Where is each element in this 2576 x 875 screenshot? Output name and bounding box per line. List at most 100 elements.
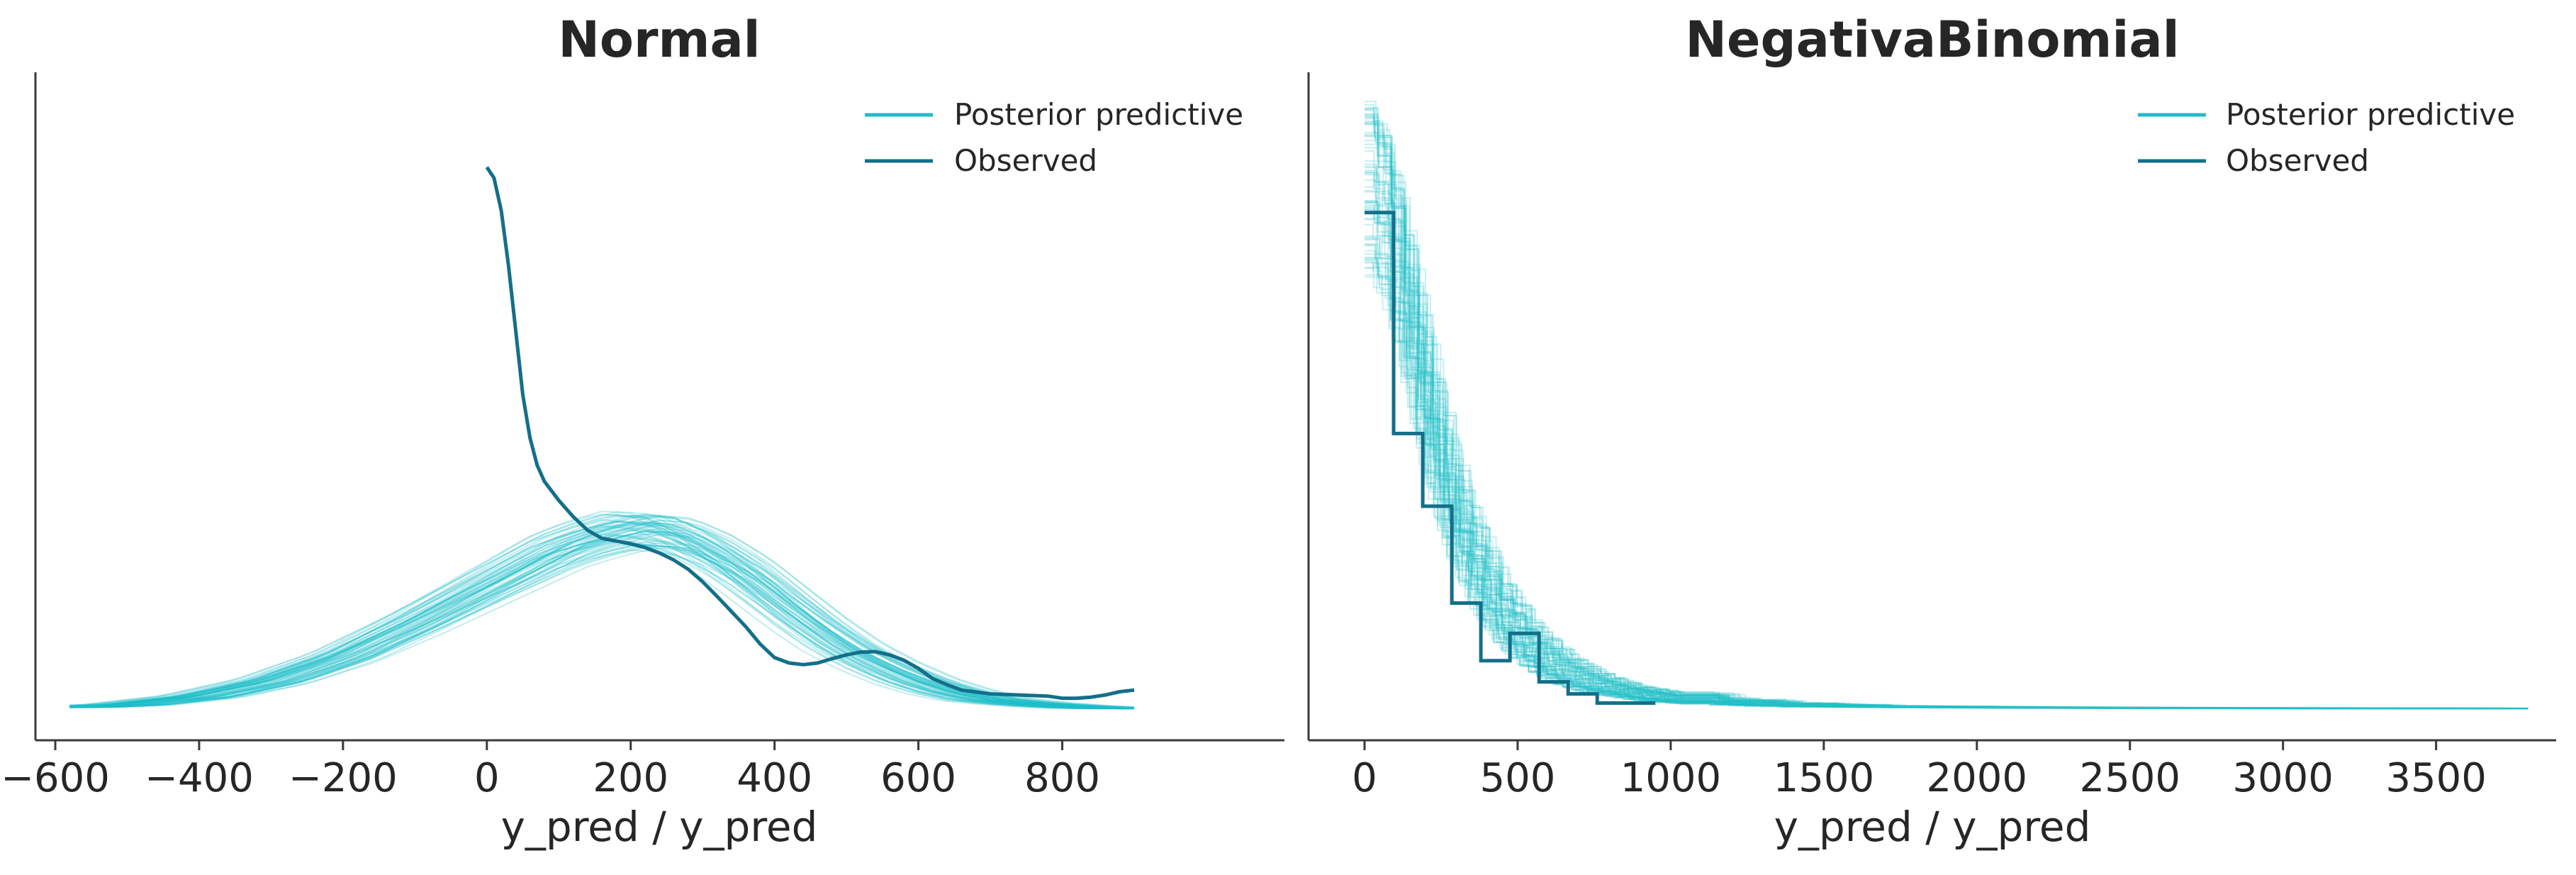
posterior-step	[1365, 200, 2529, 710]
posterior-step	[1365, 135, 2529, 710]
posterior-step	[1365, 115, 2529, 709]
posterior-steps-negativabinomial	[1365, 101, 2529, 710]
posterior-step	[1365, 218, 2529, 710]
posterior-step	[1365, 108, 2529, 709]
x-tick-label-negativabinomial: 3000	[2232, 755, 2334, 801]
posterior-step	[1365, 104, 2529, 710]
posterior-step	[1365, 122, 2529, 710]
posterior-step	[1365, 118, 2529, 710]
legend-label-observed-negativabinomial: Observed	[2226, 143, 2369, 178]
observed-curve	[485, 166, 1135, 701]
posterior-curve	[69, 529, 1135, 710]
legend-label-observed-normal: Observed	[954, 143, 1097, 178]
posterior-step	[1365, 267, 2529, 710]
posterior-curve	[69, 514, 1134, 710]
posterior-curve	[69, 524, 1135, 709]
posterior-step	[1365, 135, 2529, 710]
posterior-curve	[69, 537, 1135, 709]
posterior-step	[1365, 133, 2529, 710]
posterior-step	[1365, 237, 2529, 710]
posterior-step	[1365, 108, 2529, 710]
posterior-step	[1365, 238, 2529, 710]
posterior-curve	[69, 520, 1135, 709]
posterior-step	[1365, 107, 2529, 710]
posterior-step	[1365, 171, 2529, 709]
posterior-step	[1365, 267, 2529, 710]
posterior-curve	[69, 544, 1134, 710]
posterior-step	[1365, 218, 2529, 710]
posterior-curve	[69, 513, 1134, 710]
posterior-curve	[69, 524, 1134, 710]
posterior-step	[1365, 107, 2529, 710]
x-tick-label-normal: −200	[289, 755, 398, 801]
posterior-step	[1365, 123, 2529, 709]
posterior-step	[1365, 186, 2529, 710]
posterior-step	[1365, 200, 2529, 710]
x-ticks-negativabinomial: 0 500 1000 1500 2000 2500 3000 3500	[1352, 740, 2487, 801]
posterior-step	[1365, 116, 2529, 710]
posterior-step	[1365, 140, 2529, 710]
posterior-step	[1365, 165, 2529, 710]
posterior-curve	[69, 533, 1135, 710]
posterior-step	[1365, 121, 2529, 710]
posterior-step	[1365, 244, 2529, 710]
posterior-curve	[69, 540, 1134, 710]
posterior-step	[1365, 239, 2529, 710]
posterior-step	[1365, 250, 2529, 710]
x-axis-label-normal: y_pred / y_pred	[501, 803, 818, 851]
x-tick-label-normal: −400	[145, 755, 254, 801]
x-tick-label-negativabinomial: 0	[1352, 755, 1377, 801]
posterior-curve	[69, 523, 1135, 710]
posterior-curve	[69, 533, 1135, 708]
posterior-curve	[69, 513, 1134, 710]
posterior-step	[1365, 201, 2529, 710]
posterior-step	[1365, 235, 2529, 710]
posterior-step	[1365, 172, 2529, 710]
posterior-curve	[69, 520, 1135, 709]
panel-title-negativabinomial: NegativaBinomial	[1685, 11, 2179, 69]
posterior-curve	[69, 523, 1135, 709]
posterior-curve	[69, 541, 1134, 710]
panel-title-normal: Normal	[558, 11, 760, 69]
posterior-step	[1365, 123, 2529, 709]
posterior-curve	[69, 514, 1135, 709]
posterior-step	[1365, 190, 2529, 710]
x-tick-label-negativabinomial: 2000	[1927, 755, 2028, 801]
posterior-curve	[69, 542, 1135, 708]
posterior-curve	[69, 520, 1135, 710]
legend-normal: Posterior predictive Observed	[865, 97, 1243, 178]
posterior-curve	[69, 514, 1134, 710]
posterior-step	[1365, 204, 2529, 710]
x-tick-label-normal: 200	[593, 755, 668, 801]
posterior-curve	[69, 526, 1134, 710]
posterior-step	[1365, 257, 2529, 710]
legend-negativabinomial: Posterior predictive Observed	[2138, 97, 2515, 178]
posterior-curve	[69, 520, 1134, 710]
posterior-curve	[69, 542, 1135, 710]
posterior-curve	[69, 530, 1134, 710]
posterior-step	[1365, 121, 2529, 709]
posterior-step	[1365, 143, 2529, 710]
posterior-step	[1365, 262, 2529, 710]
x-tick-label-normal: 400	[737, 755, 812, 801]
posterior-step	[1365, 147, 2529, 709]
x-tick-label-normal: 600	[880, 755, 956, 801]
posterior-curve	[69, 522, 1134, 710]
posterior-curve	[69, 540, 1135, 710]
posterior-curves-normal	[69, 511, 1135, 710]
x-tick-label-normal: 800	[1024, 755, 1100, 801]
posterior-curve	[69, 515, 1135, 709]
posterior-step	[1365, 101, 2529, 710]
x-tick-label-negativabinomial: 1000	[1620, 755, 1722, 801]
posterior-step	[1365, 163, 2529, 710]
posterior-curve	[69, 545, 1135, 708]
posterior-step	[1365, 132, 2529, 710]
posterior-step	[1365, 191, 2529, 710]
legend-label-posterior-normal: Posterior predictive	[954, 97, 1243, 132]
posterior-curve	[69, 515, 1134, 710]
x-tick-label-negativabinomial: 3500	[2385, 755, 2487, 801]
posterior-curve	[69, 513, 1134, 710]
posterior-step	[1365, 167, 2529, 710]
posterior-curve	[69, 514, 1135, 708]
posterior-step	[1365, 206, 2529, 710]
